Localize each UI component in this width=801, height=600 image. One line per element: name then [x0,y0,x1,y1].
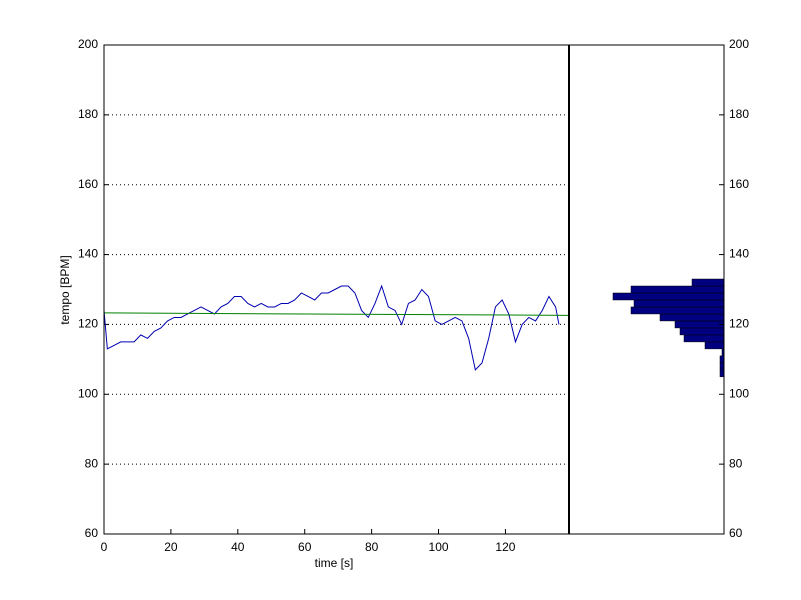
y-tick-label: 200 [78,37,98,51]
histogram-bar [630,306,725,315]
x-tick-label: 120 [495,540,515,554]
histogram-bar [719,369,725,378]
y-tick-label: 160 [729,177,749,191]
x-tick-label: 0 [101,540,108,554]
tempo-line [103,284,560,371]
histogram-bar [679,327,725,336]
histogram-bar [612,292,725,301]
y-tick-label: 100 [729,386,749,400]
histogram-bar [633,299,725,308]
y-tick-label: 80 [85,456,99,470]
histogram-bar [691,278,725,287]
y-tick-label: 100 [78,386,98,400]
y-tick-label: 140 [729,247,749,261]
y-tick-label: 200 [729,37,749,51]
y-tick-label: 80 [729,456,743,470]
y-tick-label: 120 [78,317,98,331]
y-tick-label: 60 [85,526,99,540]
x-tick-label: 60 [298,540,312,554]
y-tick-label: 120 [729,317,749,331]
y-tick-label: 140 [78,247,98,261]
x-tick-label: 20 [164,540,178,554]
y-tick-label: 60 [729,526,743,540]
histogram-bar [719,362,725,371]
y-tick-label: 180 [729,107,749,121]
y-axis-label: tempo [BPM] [58,255,72,324]
y-tick-label: 180 [78,107,98,121]
histogram-bar [719,355,725,364]
histogram-bar [704,341,725,350]
histogram-bar [683,334,725,343]
x-tick-label: 40 [231,540,245,554]
x-axis-label: time [s] [315,556,354,570]
tempo-line [103,312,570,316]
histogram-bar [659,313,725,322]
y-tick-label: 160 [78,177,98,191]
x-tick-label: 100 [429,540,449,554]
histogram-bar [674,320,725,329]
histogram-bar [630,285,725,294]
x-tick-label: 80 [365,540,379,554]
